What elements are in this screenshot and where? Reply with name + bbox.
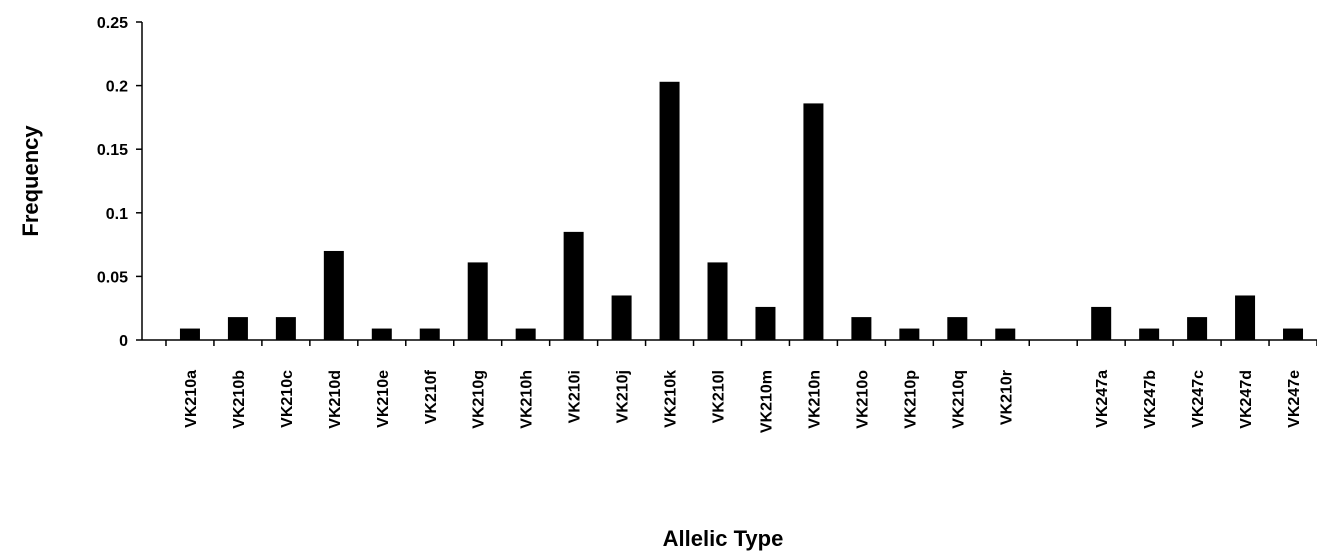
bar-vk210j bbox=[611, 295, 632, 340]
x-tick-label: VK210i bbox=[567, 370, 584, 423]
bar-vk210e bbox=[371, 328, 392, 340]
x-tick-label: VK210k bbox=[663, 370, 680, 428]
x-tick-label: VK247d bbox=[1238, 370, 1255, 429]
bar-vk210q bbox=[947, 317, 968, 340]
bar-vk210h bbox=[515, 328, 536, 340]
x-tick-label: VK210n bbox=[806, 370, 823, 429]
y-tick-label: 0.25 bbox=[97, 15, 128, 32]
bars bbox=[179, 81, 1304, 341]
x-tick-label: VK210g bbox=[471, 370, 488, 429]
y-ticks: 0 0.05 0.1 0.15 0.2 0.25 bbox=[97, 15, 142, 350]
x-tick-label: VK247e bbox=[1286, 370, 1303, 428]
x-tick-label: VK210d bbox=[327, 370, 344, 429]
x-tick-label: VK210b bbox=[231, 370, 248, 429]
bar-vk247c bbox=[1187, 317, 1208, 340]
x-tick-label: VK247b bbox=[1142, 370, 1159, 429]
bar-vk210n bbox=[803, 103, 824, 341]
bar-vk210c bbox=[275, 317, 296, 340]
bar-vk210p bbox=[899, 328, 920, 340]
bar-vk210g bbox=[467, 262, 488, 340]
x-tick-label: VK210o bbox=[854, 370, 871, 429]
x-tick-labels: VK210a VK210b VK210c VK210d VK210e VK210f VK21… bbox=[183, 369, 1303, 433]
x-tick-label: VK210m bbox=[758, 370, 775, 433]
x-tick-label: VK247c bbox=[1190, 370, 1207, 428]
x-ticks bbox=[165, 340, 1317, 346]
x-tick-label: VK210c bbox=[279, 370, 296, 428]
x-tick-label: VK210h bbox=[519, 370, 536, 429]
bar-vk210k bbox=[659, 81, 680, 340]
bar-vk210i bbox=[563, 231, 584, 340]
bar-vk210f bbox=[419, 328, 440, 340]
x-tick-label: VK210a bbox=[183, 370, 200, 428]
bar-vk210r bbox=[995, 328, 1016, 340]
x-tick-label: VK210p bbox=[902, 370, 919, 429]
bar-vk247d bbox=[1235, 295, 1256, 340]
x-tick-label: VK210f bbox=[423, 369, 440, 424]
bar-vk210b bbox=[227, 317, 248, 340]
y-tick-label: 0.15 bbox=[97, 142, 128, 159]
y-axis-title: Frequency bbox=[18, 125, 43, 237]
bar-vk247a bbox=[1091, 306, 1112, 340]
x-tick-label: VK210l bbox=[711, 370, 728, 423]
bar-vk247e bbox=[1283, 328, 1304, 340]
x-axis-title: Allelic Type bbox=[663, 526, 784, 551]
bar-vk247b bbox=[1139, 328, 1160, 340]
x-tick-label: VK210q bbox=[950, 370, 967, 429]
x-tick-label: VK247a bbox=[1094, 370, 1111, 428]
x-tick-label: VK210e bbox=[375, 370, 392, 428]
y-tick-label: 0 bbox=[119, 333, 128, 350]
y-tick-label: 0.1 bbox=[106, 206, 128, 223]
bar-vk210a bbox=[179, 328, 200, 340]
y-tick-label: 0.2 bbox=[106, 79, 128, 96]
x-tick-label: VK210r bbox=[998, 370, 1015, 425]
bar-vk210l bbox=[707, 262, 728, 340]
bar-vk210m bbox=[755, 306, 776, 340]
x-tick-label: VK210j bbox=[615, 370, 632, 423]
y-tick-label: 0.05 bbox=[97, 269, 128, 286]
bar-vk210o bbox=[851, 317, 872, 340]
bar-vk210d bbox=[323, 250, 344, 340]
